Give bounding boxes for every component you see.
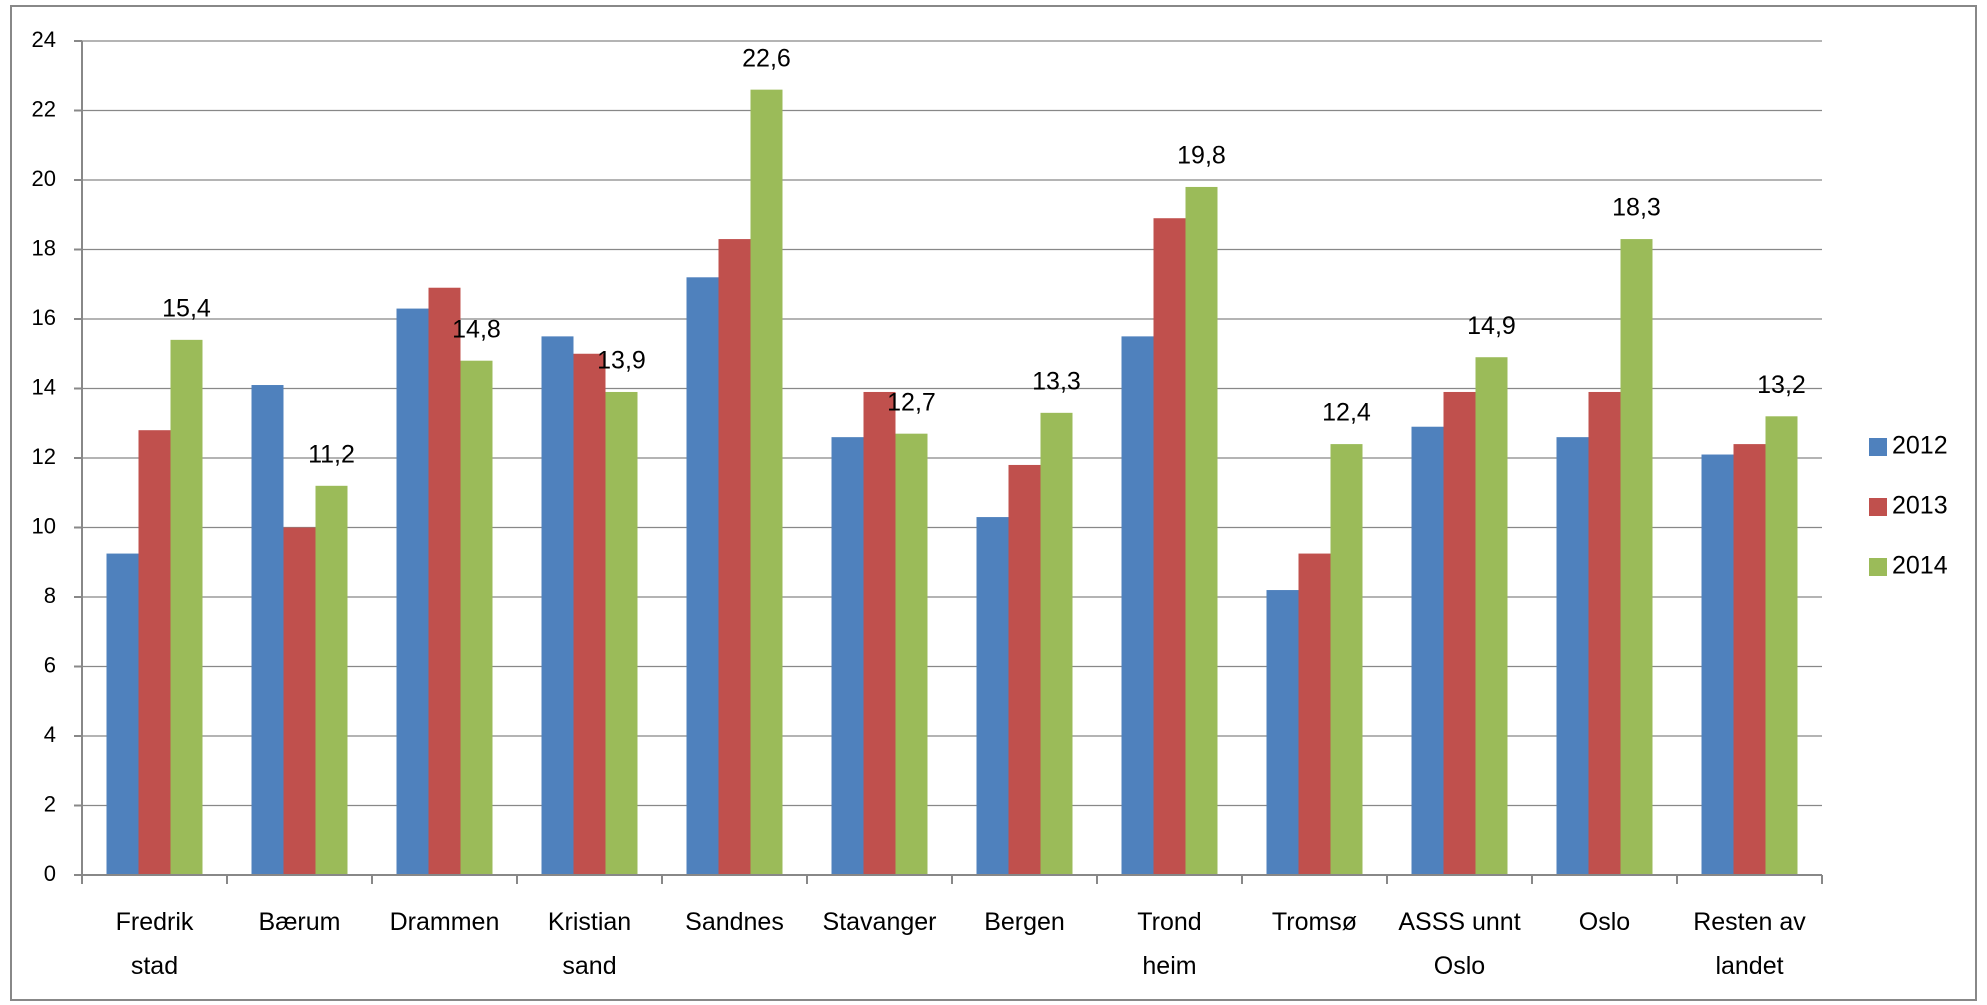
x-tick-line: ASSS unnt [1398,908,1520,936]
bar [831,437,864,875]
x-tick-line: stad [131,952,178,980]
bar [1588,391,1621,875]
bar [1330,444,1363,875]
bar [1765,416,1798,875]
legend-label: 2012 [1892,432,1948,460]
data-label: 13,2 [1757,371,1806,399]
legend-swatch [1869,498,1887,516]
x-tick-label: ASSS unnt Oslo [1398,908,1520,980]
y-tick-label: 20 [32,166,56,191]
bar [1040,412,1073,875]
x-tick-label: Stavanger [823,908,937,936]
data-label: 15,4 [162,294,211,322]
bar [1266,590,1299,875]
x-tick-line: Tromsø [1272,908,1357,936]
x-tick-label: Drammen [390,908,500,936]
y-tick-label: 8 [44,583,56,608]
bar [605,391,638,875]
bar [106,553,139,875]
bar [1733,444,1766,875]
legend-swatch [1869,438,1887,456]
x-tick-line: Fredrik [116,908,194,936]
x-tick-label: Kristian sand [548,908,631,980]
legend-label: 2013 [1892,492,1948,520]
data-label: 11,2 [308,440,355,468]
bar [1411,426,1444,875]
bar [170,339,203,876]
data-label: 13,9 [597,347,646,375]
bar [1701,454,1734,875]
bar [1008,464,1041,875]
bar [686,277,719,875]
x-tick-label: Resten av landet [1693,908,1806,980]
bar [315,485,348,875]
bar [718,239,751,875]
data-label: 12,4 [1322,399,1371,427]
bar [1298,553,1331,875]
data-label: 14,9 [1467,312,1516,340]
legend-label: 2014 [1892,552,1948,580]
bar [138,430,171,875]
bar [251,385,284,875]
bar [750,89,783,875]
bar [1620,239,1653,875]
x-tick-line: Stavanger [823,908,937,936]
x-tick-line: heim [1142,952,1196,980]
x-tick-line: Oslo [1434,952,1485,980]
bar [1185,186,1218,875]
y-tick-label: 10 [32,513,56,538]
x-tick-line: landet [1715,952,1783,980]
bar [428,287,461,876]
y-tick-label: 4 [44,722,56,747]
x-tick-line: Kristian [548,908,631,936]
y-tick-label: 12 [32,444,56,469]
x-tick-line: Drammen [390,908,500,936]
y-tick-label: 0 [44,861,56,886]
x-tick-line: Bærum [259,908,341,936]
x-tick-label: Fredrik stad [116,908,194,980]
x-tick-line: sand [562,952,616,980]
legend-swatch [1869,558,1887,576]
y-tick-label: 6 [44,652,56,677]
bar [1153,218,1186,876]
y-tick-label: 2 [44,791,56,816]
data-label: 19,8 [1177,142,1226,170]
bar [1121,336,1154,875]
bar [396,308,429,875]
y-tick-label: 24 [32,27,56,52]
bar [460,360,493,875]
x-tick-label: Bærum [259,908,341,936]
x-tick-line: Bergen [984,908,1065,936]
x-tick-label: Trond heim [1137,908,1201,980]
x-tick-line: Oslo [1579,908,1630,936]
bar [573,353,606,875]
bar [976,517,1009,875]
x-tick-line: Resten av [1693,908,1806,936]
bar [1475,357,1508,876]
x-tick-label: Oslo [1579,908,1630,936]
data-label: 12,7 [887,388,936,416]
y-tick-label: 22 [32,96,56,121]
bar [283,527,316,875]
bar [1443,391,1476,875]
y-tick-label: 14 [32,374,56,399]
x-tick-label: Sandnes [685,908,784,936]
bar [541,336,574,875]
data-label: 13,3 [1032,367,1081,395]
bar [863,391,896,875]
bar [1556,437,1589,875]
data-label: 14,8 [452,315,501,343]
x-tick-line: Sandnes [685,908,784,936]
data-label: 18,3 [1612,194,1661,222]
y-tick-label: 16 [32,305,56,330]
x-tick-label: Tromsø [1272,908,1357,936]
data-label: 22,6 [742,44,791,72]
y-tick-label: 18 [32,235,56,260]
x-tick-label: Bergen [984,908,1065,936]
bar [895,433,928,875]
x-tick-line: Trond [1137,908,1201,936]
